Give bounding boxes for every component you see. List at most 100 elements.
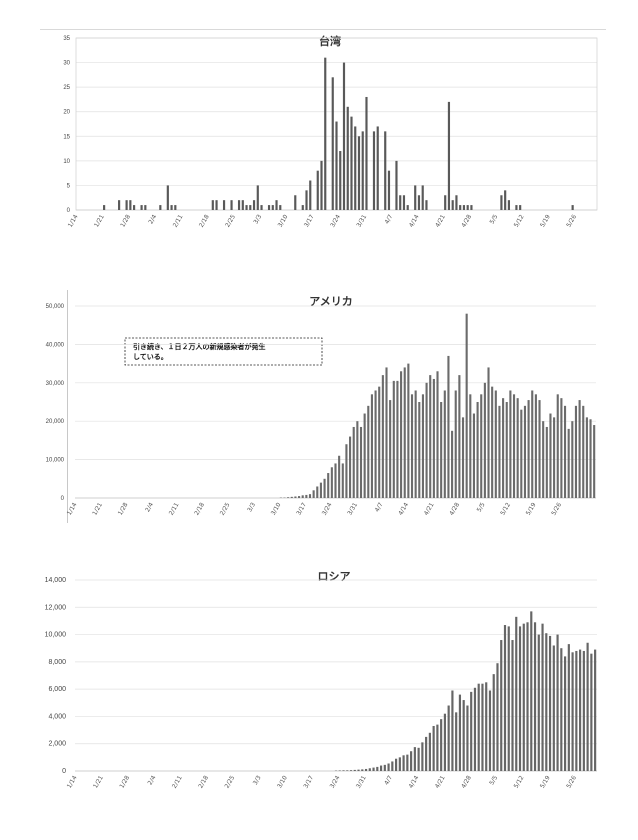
y-tick-label: 20,000 bbox=[46, 419, 65, 425]
bar bbox=[353, 769, 356, 771]
bar bbox=[560, 398, 563, 498]
bar bbox=[357, 769, 360, 771]
russia-chart: ロシア 0 2,000 4,000 6,000 8,000 10,000 12,000 14,… bbox=[45, 570, 597, 790]
bar bbox=[346, 106, 349, 210]
bar bbox=[215, 200, 218, 210]
x-tick-label: 2/11 bbox=[168, 501, 181, 516]
bar bbox=[407, 363, 410, 498]
bar bbox=[571, 205, 574, 210]
bar bbox=[425, 736, 428, 771]
bar bbox=[417, 195, 421, 210]
bar bbox=[545, 633, 548, 771]
bar bbox=[425, 382, 428, 498]
bar bbox=[418, 402, 421, 498]
bar bbox=[582, 405, 585, 498]
bar bbox=[245, 205, 248, 210]
bar bbox=[410, 394, 414, 498]
bar bbox=[516, 398, 519, 498]
x-tick-label: 1/14 bbox=[66, 501, 79, 516]
x-tick-label: 3/31 bbox=[355, 774, 368, 789]
bar bbox=[339, 151, 342, 210]
bar bbox=[342, 770, 345, 771]
bar bbox=[359, 426, 363, 498]
bar bbox=[552, 645, 555, 771]
bar bbox=[487, 367, 490, 498]
bar bbox=[491, 386, 494, 498]
bar bbox=[502, 398, 505, 498]
bar bbox=[414, 390, 417, 498]
bar bbox=[429, 375, 432, 498]
x-tick-label: 4/7 bbox=[384, 213, 395, 225]
x-tick-label: 1/14 bbox=[66, 774, 79, 789]
bar bbox=[432, 725, 435, 771]
bar bbox=[421, 742, 424, 771]
bar bbox=[593, 425, 596, 498]
bar bbox=[410, 751, 413, 771]
bar bbox=[316, 486, 319, 498]
bar bbox=[518, 626, 522, 771]
x-tick-label: 3/24 bbox=[329, 213, 342, 228]
bar bbox=[537, 634, 540, 771]
y-tick-label: 20 bbox=[63, 110, 70, 116]
y-tick-label: 2,000 bbox=[48, 741, 66, 748]
bar bbox=[590, 653, 593, 771]
bar bbox=[455, 195, 458, 210]
y-tick-label: 15 bbox=[63, 134, 70, 140]
y-tick-label: 10,000 bbox=[45, 632, 67, 639]
bar bbox=[376, 126, 379, 210]
bar bbox=[470, 205, 473, 210]
bar bbox=[305, 190, 308, 210]
x-tick-label: 1/14 bbox=[67, 213, 80, 228]
x-tick-label: 5/12 bbox=[513, 774, 526, 789]
bar bbox=[363, 413, 366, 498]
x-tick-label: 3/17 bbox=[295, 501, 308, 516]
bar bbox=[249, 205, 252, 210]
bar bbox=[342, 62, 346, 211]
x-tick-label: 3/17 bbox=[302, 774, 315, 789]
bar bbox=[403, 367, 406, 498]
x-tick-label: 1/28 bbox=[119, 213, 132, 228]
bar bbox=[440, 719, 443, 771]
x-tick-label: 4/14 bbox=[397, 501, 410, 516]
bar bbox=[541, 623, 544, 771]
bar bbox=[372, 131, 376, 210]
top-separator-line bbox=[40, 29, 606, 30]
x-tick-label: 5/26 bbox=[550, 501, 563, 516]
bar bbox=[509, 390, 512, 498]
bar bbox=[341, 463, 344, 498]
bar bbox=[567, 644, 570, 771]
bar bbox=[481, 683, 484, 771]
x-tick-label: 5/12 bbox=[499, 501, 512, 516]
bar bbox=[421, 394, 424, 498]
bar bbox=[589, 419, 592, 498]
bar bbox=[586, 642, 589, 771]
bar bbox=[458, 694, 462, 771]
bar bbox=[444, 195, 447, 210]
usa-chart: アメリカ 引き続き、１日２万人の新規感染者が発生 している。 0 10,000 20… bbox=[46, 295, 596, 517]
bar bbox=[477, 683, 480, 771]
bar bbox=[571, 421, 574, 498]
x-tick-label: 3/3 bbox=[252, 213, 263, 225]
y-tick-label: 14,000 bbox=[45, 577, 67, 584]
bar bbox=[387, 763, 390, 771]
x-tick-label: 4/21 bbox=[423, 501, 436, 516]
bar bbox=[571, 652, 574, 771]
y-tick-label: 8,000 bbox=[48, 659, 66, 666]
x-tick-label: 2/18 bbox=[198, 213, 211, 228]
bar bbox=[432, 378, 435, 498]
annotation-box bbox=[124, 337, 323, 366]
bar bbox=[319, 482, 322, 498]
bar bbox=[338, 770, 341, 771]
bar bbox=[170, 205, 173, 210]
bar bbox=[507, 200, 511, 210]
bar bbox=[496, 663, 499, 771]
bar bbox=[402, 755, 405, 771]
x-tick-label: 2/4 bbox=[147, 774, 158, 786]
bar bbox=[574, 405, 578, 498]
bar bbox=[519, 205, 522, 210]
bar bbox=[443, 713, 446, 771]
bar bbox=[356, 421, 359, 498]
bar bbox=[526, 622, 529, 771]
bar bbox=[451, 200, 454, 210]
